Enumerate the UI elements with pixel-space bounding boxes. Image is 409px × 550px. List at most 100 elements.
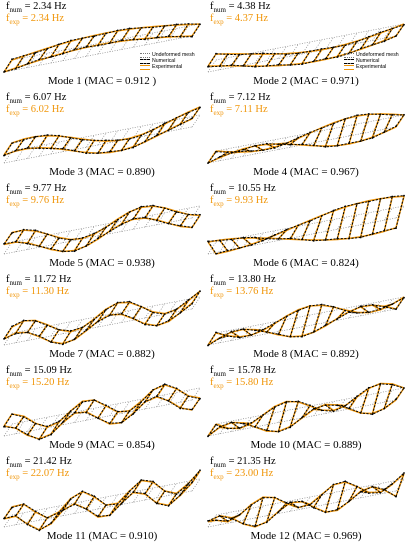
mesh-node [34, 229, 37, 232]
mesh-node [383, 131, 386, 134]
mesh-nodes [3, 290, 201, 346]
mesh-node [69, 410, 72, 412]
mesh-cross-member [266, 53, 276, 67]
mesh-node [11, 232, 13, 234]
mesh-cross-member [109, 219, 119, 232]
mesh-node [26, 242, 29, 245]
mesh-node [73, 338, 76, 341]
experimental-frequency-value: = 23.00 Hz [226, 468, 274, 479]
mesh-node [81, 37, 84, 40]
mesh-cross-member [360, 30, 370, 43]
mesh-node [297, 309, 300, 312]
mesh-node [132, 413, 135, 415]
mesh-cross-member [207, 240, 217, 255]
mesh-node [140, 26, 143, 29]
mesh-cross-member [243, 422, 252, 425]
mesh-cross-member [372, 32, 381, 46]
mesh-node [26, 147, 29, 149]
mesh-cross-member [85, 140, 95, 154]
mesh-node [175, 23, 178, 26]
mesh-node [26, 331, 29, 334]
mesh-node [336, 404, 339, 407]
mesh-node [128, 410, 131, 413]
undeformed-mesh [207, 296, 405, 346]
mesh-node [332, 209, 335, 212]
mesh-node [179, 407, 182, 410]
experimental-frequency: fexp = 4.37 Hz [210, 13, 269, 27]
mode-panel: fnum = 2.34 Hz fexp = 2.34 Hz Mode 1 (MAC … [0, 0, 204, 91]
mesh-cross-member [383, 28, 393, 42]
mesh-node [371, 485, 374, 488]
mesh-cross-member [372, 114, 381, 139]
experimental-frequency-value: = 11.30 Hz [22, 286, 69, 297]
mesh-cross-member [313, 215, 323, 241]
mesh-node [285, 501, 288, 504]
mesh-node [38, 245, 41, 248]
mesh-cross-member [156, 383, 166, 397]
mesh-cross-member [97, 227, 107, 239]
mesh-node [265, 331, 268, 334]
mesh-node [238, 247, 241, 249]
mesh-node [38, 529, 41, 532]
undeformed-mesh [3, 296, 201, 346]
mesh-node [155, 395, 158, 398]
mesh-cross-member [191, 24, 201, 37]
mesh-node [332, 122, 335, 125]
mesh-node [391, 113, 394, 116]
mesh-node [277, 63, 280, 66]
mode-caption: Mode 2 (MAC = 0.971) [253, 75, 359, 87]
experimental-frequency: fexp = 9.93 Hz [210, 195, 269, 209]
mesh-cross-member [3, 507, 13, 519]
numerical-frequency-value: = 21.35 Hz [228, 456, 276, 467]
mesh-node [69, 498, 72, 500]
numerical-frequency: fnum = 13.80 Hz [210, 274, 276, 288]
undeformed-mesh [207, 478, 405, 528]
mesh-node [359, 236, 362, 239]
mesh-node [265, 65, 268, 67]
mesh-cross-member [3, 413, 13, 428]
mesh-node [81, 490, 84, 493]
mesh-cross-member [74, 490, 83, 505]
experimental-frequency: fexp = 9.76 Hz [6, 195, 65, 209]
mesh-node [218, 514, 221, 517]
mesh-cross-member [121, 138, 130, 151]
mesh-cross-member [383, 114, 393, 133]
mesh-node [3, 337, 5, 340]
legend-label: Numerical [356, 58, 380, 65]
mesh-cross-member [121, 28, 130, 41]
mesh-node [144, 38, 146, 41]
mesh-cross-member [38, 48, 48, 60]
mesh-cross-member [313, 408, 322, 411]
legend-experimental: Experimental [344, 64, 406, 70]
mesh-cross-member [336, 206, 346, 239]
mesh-cross-member [348, 41, 358, 54]
mesh-cross-member [156, 313, 166, 327]
legend-label: Numerical [152, 58, 176, 65]
mesh-cross-member [231, 421, 240, 429]
mesh-node [285, 142, 288, 145]
mode-shape-plot [207, 23, 405, 73]
mode-panel: fnum = 15.09 Hz fexp = 15.20 Hz Mode 9 (MA… [0, 364, 204, 455]
mesh-node [277, 430, 280, 433]
mesh-cross-member [360, 491, 369, 494]
mesh-node [289, 335, 292, 338]
mesh-node [238, 336, 241, 339]
mesh-node [105, 504, 107, 506]
mesh-node [301, 63, 303, 66]
mesh-node [309, 305, 311, 307]
mesh-far-edge [11, 205, 201, 241]
mesh-cross-member [301, 132, 311, 145]
mesh-node [38, 58, 41, 61]
mesh-node [324, 145, 327, 148]
mesh-nodes [207, 23, 405, 68]
mesh-cross-member [254, 53, 264, 68]
mesh-node [371, 137, 374, 139]
legend-swatch [344, 65, 354, 70]
mesh-node [155, 134, 158, 137]
mesh-cross-member [289, 401, 299, 428]
mesh-cross-member [277, 503, 288, 512]
mesh-node [371, 413, 374, 416]
mesh-nodes [207, 472, 405, 528]
mesh-node [22, 416, 25, 418]
